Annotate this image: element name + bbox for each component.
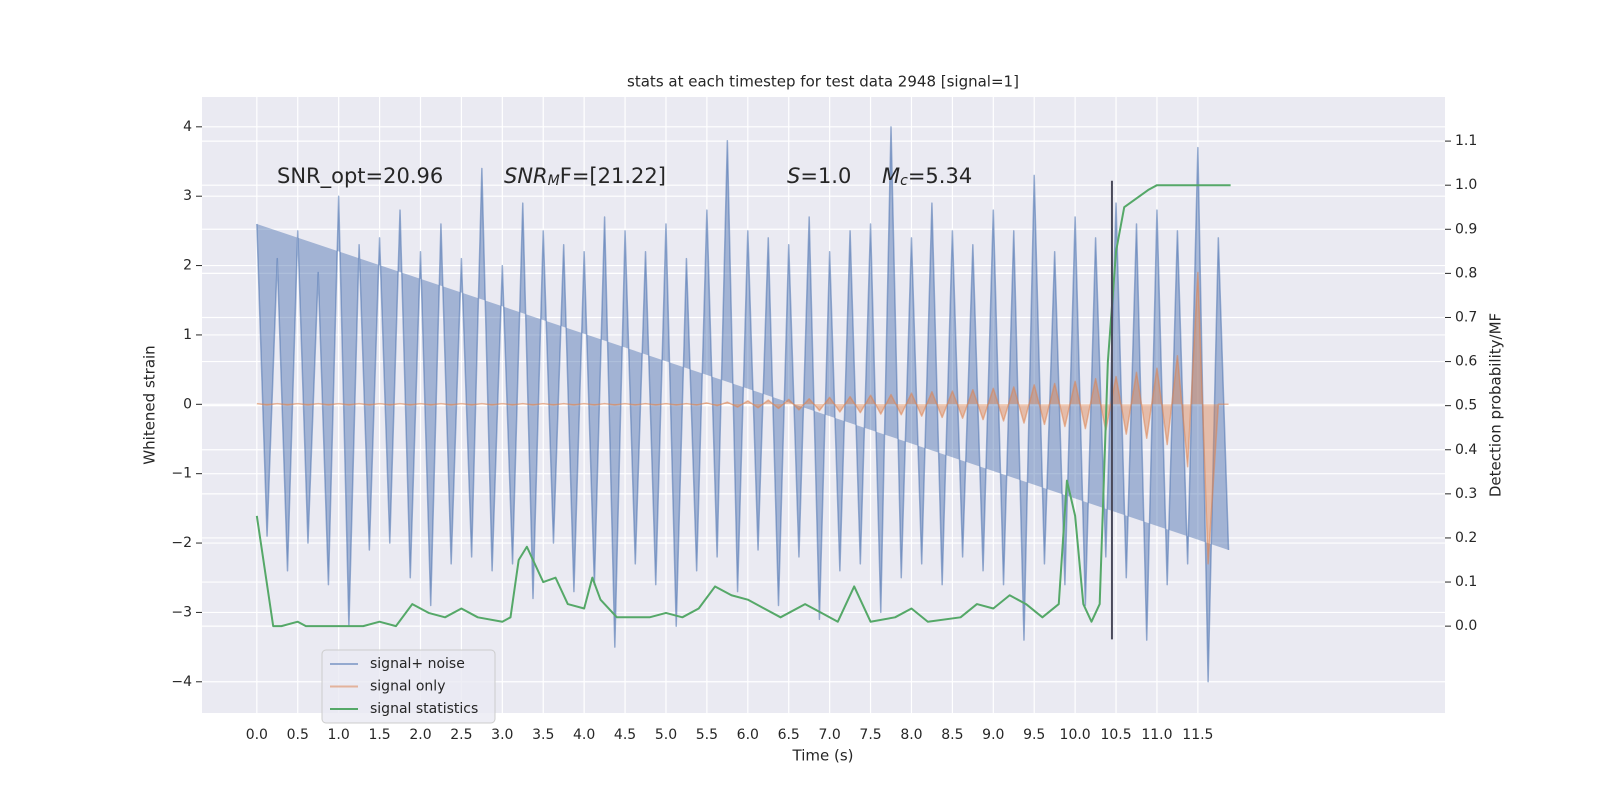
annotation: Mc=5.34 [882, 164, 972, 189]
x-tick-label: 9.5 [1023, 727, 1045, 743]
x-tick-label: 5.5 [696, 727, 718, 743]
x-axis-label: Time (s) [792, 747, 854, 765]
y2-tick-label: 0.3 [1455, 486, 1477, 502]
y2-tick-label: 0.6 [1455, 354, 1477, 370]
x-tick-label: 3.0 [491, 727, 513, 743]
annotation-part: F=[21.22] [560, 164, 666, 188]
y2-tick-label: 1.1 [1455, 133, 1477, 149]
annotation: SNRMF=[21.22] [504, 164, 666, 189]
y2-tick-label: 1.0 [1455, 177, 1477, 193]
y-axis-label: Whitened strain [141, 345, 159, 464]
x-tick-label: 6.5 [778, 727, 800, 743]
legend-label: signal statistics [370, 701, 478, 717]
legend-label: signal only [370, 679, 445, 695]
y-tick-label: 4 [183, 119, 192, 135]
legend-label: signal+ noise [370, 656, 465, 672]
y-tick-label: 0 [183, 396, 192, 412]
series-line [255, 184, 1231, 628]
annotation-part: SNR_opt=20.96 [277, 164, 443, 189]
x-tick-label: 7.0 [819, 727, 841, 743]
legend-box [321, 649, 496, 724]
annotation: SNR_opt=20.96 [277, 164, 443, 189]
y-tick-label: 2 [183, 258, 192, 274]
x-tick-label: 1.0 [328, 727, 350, 743]
y-tick-label: 3 [183, 188, 192, 204]
y2-tick-label: 0.0 [1455, 618, 1477, 634]
y-tick-label: −4 [171, 674, 192, 690]
annotation-part: M [548, 173, 560, 189]
y2-axis-label: Detection probability/MF [1487, 313, 1505, 497]
y2-tick-label: 0.5 [1455, 398, 1477, 414]
x-tick-label: 0.5 [287, 727, 309, 743]
x-tick-label: 10.5 [1100, 727, 1131, 743]
y2-tick-label: 0.9 [1455, 221, 1477, 237]
x-tick-label: 5.0 [655, 727, 677, 743]
annotation: S=1.0 [787, 164, 851, 188]
x-tick-label: 4.0 [573, 727, 595, 743]
x-tick-label: 9.0 [982, 727, 1004, 743]
annotation-part: M [882, 164, 900, 188]
y2-tick-label: 0.4 [1455, 442, 1477, 458]
series-line [256, 271, 1229, 565]
annotation-part: c [900, 173, 908, 189]
x-tick-label: 6.0 [737, 727, 759, 743]
annotation-part: =5.34 [908, 164, 972, 188]
x-tick-label: 3.5 [532, 727, 554, 743]
x-tick-label: 11.0 [1141, 727, 1172, 743]
x-tick-label: 0.0 [246, 727, 268, 743]
x-tick-label: 10.0 [1060, 727, 1091, 743]
x-tick-label: 11.5 [1182, 727, 1213, 743]
x-tick-label: 7.5 [859, 727, 881, 743]
x-tick-label: 4.5 [614, 727, 636, 743]
x-tick-label: 2.0 [409, 727, 431, 743]
y-tick-label: −2 [171, 535, 192, 551]
x-tick-label: 8.5 [941, 727, 963, 743]
y2-tick-label: 0.1 [1455, 574, 1477, 590]
x-tick-label: 1.5 [368, 727, 390, 743]
y2-tick-label: 0.8 [1455, 265, 1477, 281]
annotation-part: =1.0 [800, 164, 851, 188]
annotation-part: SNR [504, 164, 548, 188]
y-tick-label: −3 [171, 604, 192, 620]
annotation-part: S [787, 164, 800, 188]
y2-tick-label: 0.2 [1455, 530, 1477, 546]
y-tick-label: −1 [171, 466, 192, 482]
y2-tick-label: 0.7 [1455, 309, 1477, 325]
y-tick-label: 1 [183, 327, 192, 343]
x-tick-label: 8.0 [900, 727, 922, 743]
x-tick-label: 2.5 [450, 727, 472, 743]
chart-title: stats at each timestep for test data 294… [627, 73, 1019, 91]
